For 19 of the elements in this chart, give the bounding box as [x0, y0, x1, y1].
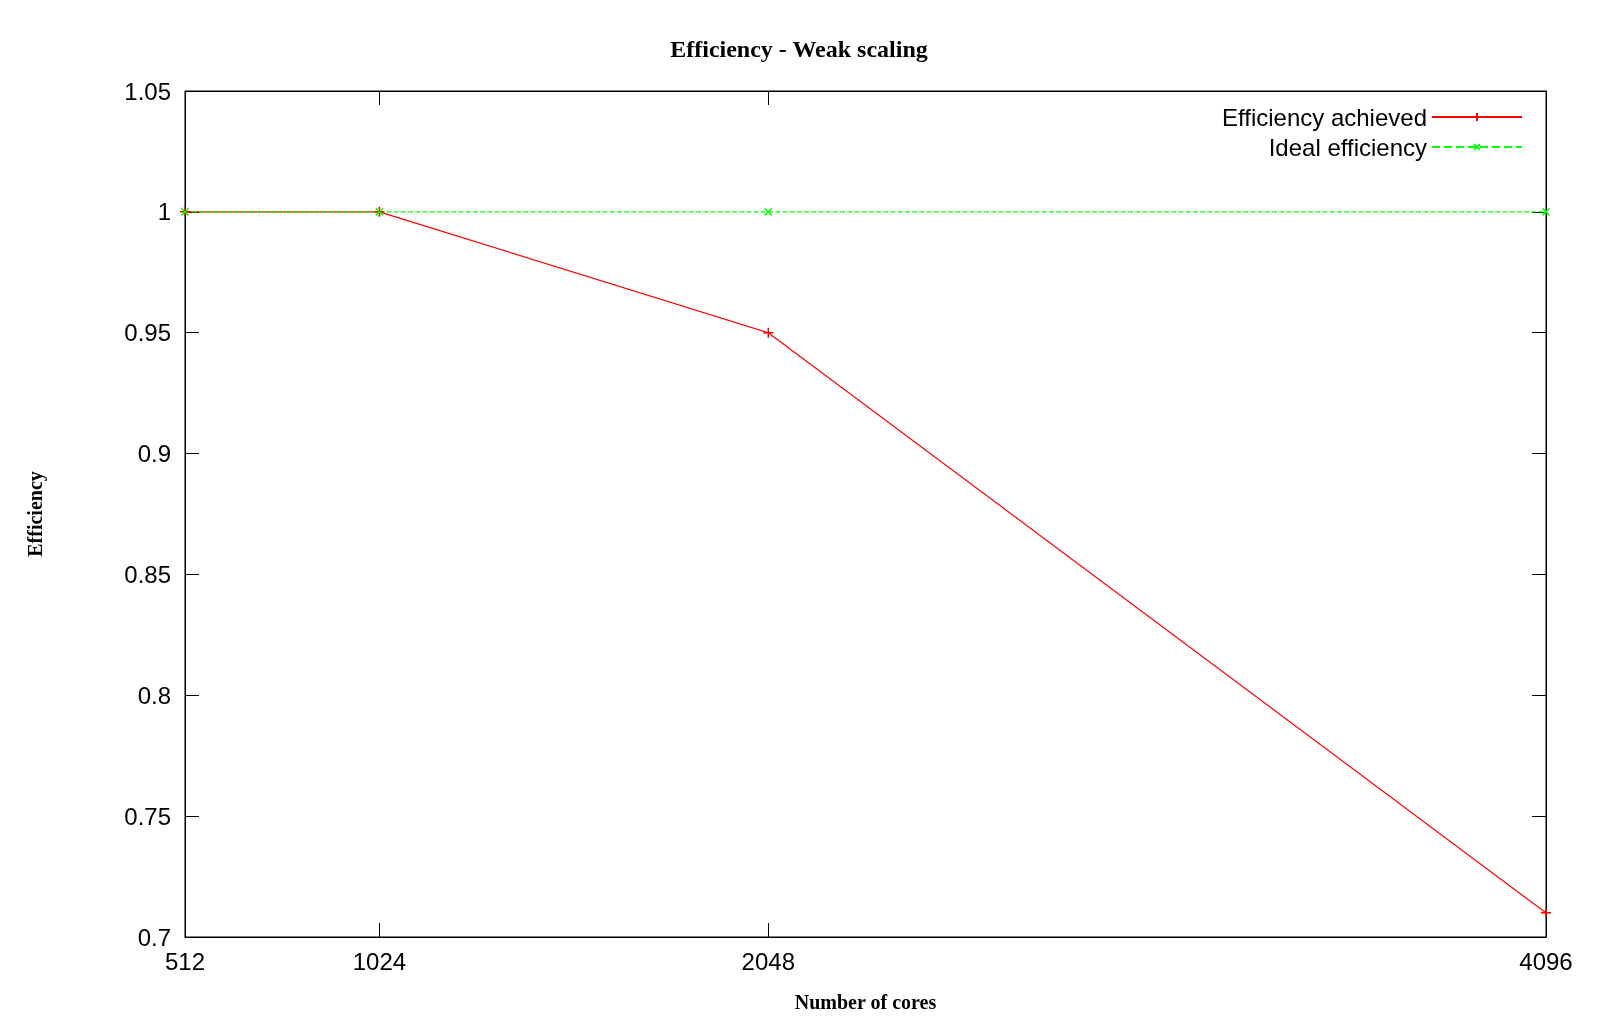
- y-tick-label: 0.85: [124, 560, 171, 588]
- chart-title: Efficiency - Weak scaling: [670, 36, 928, 62]
- y-tick-label: 0.75: [124, 802, 171, 830]
- y-tick-label: 1.05: [124, 77, 171, 105]
- y-tick-label: 0.8: [137, 681, 171, 709]
- point: [1541, 207, 1551, 217]
- y-tick-label: 0.95: [124, 319, 171, 347]
- point: [762, 326, 775, 339]
- legend-label: Ideal efficiency: [1268, 133, 1427, 161]
- y-tick-label: 1: [157, 198, 171, 226]
- legend-label: Efficiency achieved: [1221, 103, 1427, 131]
- x-axis-title: Number of cores: [794, 991, 937, 1013]
- x-tick-label: 4096: [1519, 947, 1573, 975]
- x-tick-label: 2048: [741, 947, 795, 975]
- point: [1540, 907, 1552, 919]
- y-axis-title: Efficiency: [24, 471, 47, 557]
- point: [764, 207, 773, 217]
- y-tick-label: 0.9: [137, 440, 171, 468]
- x-tick-label: 1024: [352, 947, 407, 975]
